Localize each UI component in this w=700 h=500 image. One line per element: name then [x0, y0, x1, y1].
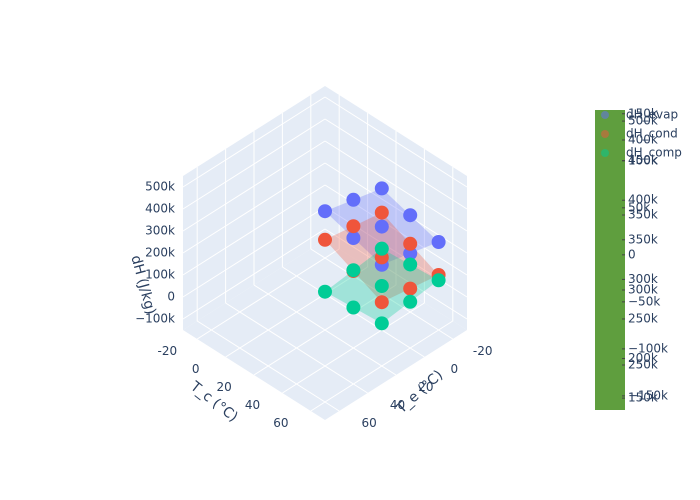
colorbar-tick-label: 350k	[628, 208, 658, 222]
point	[346, 300, 361, 315]
colorbar-tick-label: 350k	[628, 232, 658, 246]
point	[318, 204, 332, 219]
y-tick-label: 60	[273, 416, 288, 430]
z-tick-label: 300k	[145, 224, 175, 238]
legend-marker	[601, 130, 609, 138]
z-grid-line	[324, 96, 468, 188]
point	[403, 208, 418, 223]
y-tick-label: 0	[192, 362, 200, 376]
colorbar-tick-label: 500k	[628, 114, 658, 128]
z-tick-label: 200k	[145, 246, 175, 260]
point	[318, 232, 332, 247]
point	[374, 295, 389, 310]
colorbar	[595, 110, 625, 410]
colorbar-tick-label: 300k	[628, 272, 658, 286]
colorbar-tick-label: 100k	[628, 153, 658, 167]
point	[374, 241, 389, 256]
y-grid-line	[225, 266, 368, 358]
y-axis-title: T_c (°C)	[186, 378, 240, 425]
x-tick-label: 40	[390, 398, 405, 412]
point	[403, 246, 418, 261]
y-tick-label: 40	[245, 398, 260, 412]
point	[374, 205, 389, 220]
legend-marker	[601, 111, 609, 119]
y-grid-line	[253, 284, 397, 376]
y-grid-line	[282, 302, 425, 394]
z-grid-line	[324, 140, 468, 232]
legend-marker	[601, 149, 609, 157]
colorbar-tick-label: 150k	[628, 391, 658, 405]
colorbar-tick-label: 300k	[628, 283, 658, 297]
point	[318, 284, 332, 299]
colorbar-tick-label: 150k	[628, 106, 658, 120]
x-tick-label: 60	[361, 416, 376, 430]
z-axis-title: dH (J/kg)	[127, 254, 158, 317]
point	[346, 231, 361, 245]
colorbar-tick-label: 250k	[628, 358, 658, 372]
z-tick-label: 0	[167, 290, 175, 304]
legend-label: dH_comp	[626, 146, 682, 160]
colorbar-tick-label: −150k	[628, 388, 668, 402]
y-grid-line	[310, 320, 454, 412]
z-grid-line	[324, 228, 468, 320]
point	[374, 181, 389, 196]
colorbar-tick-label: 400k	[628, 193, 658, 207]
z-grid-line	[182, 118, 326, 210]
point	[403, 236, 418, 251]
z-tick-label: −100k	[135, 312, 175, 326]
point	[346, 192, 361, 207]
colorbar-tick-label: 450k	[628, 153, 658, 167]
z-grid-line	[182, 228, 326, 320]
point	[403, 257, 418, 272]
y-tick-label: 20	[216, 380, 231, 394]
point	[374, 316, 389, 331]
colorbar-tick-label: 200k	[628, 351, 658, 365]
z-tick-label: 500k	[145, 180, 175, 194]
z-grid-line	[324, 118, 468, 210]
point	[346, 219, 361, 234]
z-grid-line	[182, 162, 326, 254]
x-tick-label: -20	[473, 344, 493, 358]
legend-label: dH_evap	[626, 108, 678, 122]
x-tick-label: 20	[418, 380, 433, 394]
colorbar-tick-label: 400k	[628, 133, 658, 147]
x-tick-label: 0	[450, 362, 458, 376]
point	[346, 263, 361, 278]
y-tick-label: -20	[158, 344, 178, 358]
y-grid-line	[196, 248, 340, 340]
z-grid-line	[182, 96, 326, 188]
point	[403, 281, 418, 296]
point	[374, 219, 389, 234]
point	[431, 273, 446, 288]
z-grid-line	[182, 184, 326, 276]
colorbar-tick-label: −100k	[628, 341, 668, 355]
point	[374, 279, 389, 293]
colorbar-tick-label: 50k	[628, 200, 650, 214]
point	[431, 235, 446, 249]
colorbar-tick-label: 250k	[628, 311, 658, 325]
point	[403, 294, 418, 309]
z-tick-label: 100k	[145, 268, 175, 282]
z-tick-label: 400k	[145, 202, 175, 216]
colorbar-tick-label: 0	[628, 247, 636, 261]
z-grid-line	[182, 206, 326, 298]
legend-label: dH_cond	[626, 127, 678, 141]
z-grid-line	[182, 140, 326, 232]
colorbar-tick-label: −50k	[628, 294, 660, 308]
